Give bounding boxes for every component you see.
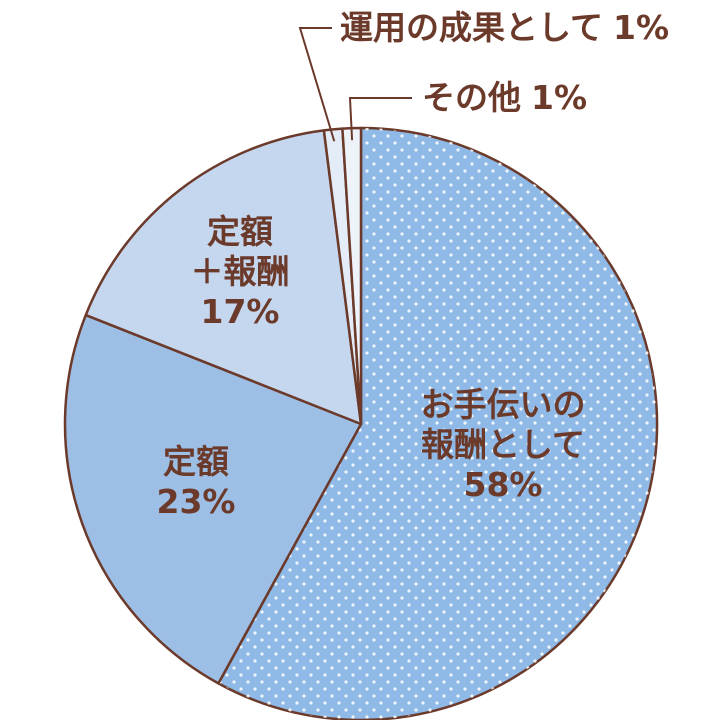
category-label: 定額: [163, 442, 229, 481]
slice-label: お手伝いの 報酬として 58%: [421, 385, 586, 505]
value-label: 23%: [156, 482, 236, 521]
pie-slice: [63, 313, 363, 685]
category-label: 定額 ＋報酬: [190, 212, 290, 291]
slice-label: 定額 ＋報酬 17%: [191, 212, 290, 332]
slice-label: 運用の成果として 1%: [340, 8, 669, 48]
category-label: 運用の成果として: [340, 8, 604, 47]
leader-line: [298, 27, 336, 142]
slice-label: 定額 23%: [157, 442, 236, 522]
category-label: お手伝いの 報酬として: [420, 385, 586, 464]
value-label: 1%: [613, 8, 670, 47]
value-label: 1%: [531, 78, 588, 117]
slice-texture: [218, 128, 657, 720]
category-label: その他: [422, 78, 521, 117]
leader-line: [348, 97, 412, 141]
slice-label: その他 1%: [422, 78, 587, 118]
value-label: 17%: [200, 292, 280, 331]
pie-slice: [84, 129, 363, 426]
value-label: 58%: [463, 465, 543, 504]
